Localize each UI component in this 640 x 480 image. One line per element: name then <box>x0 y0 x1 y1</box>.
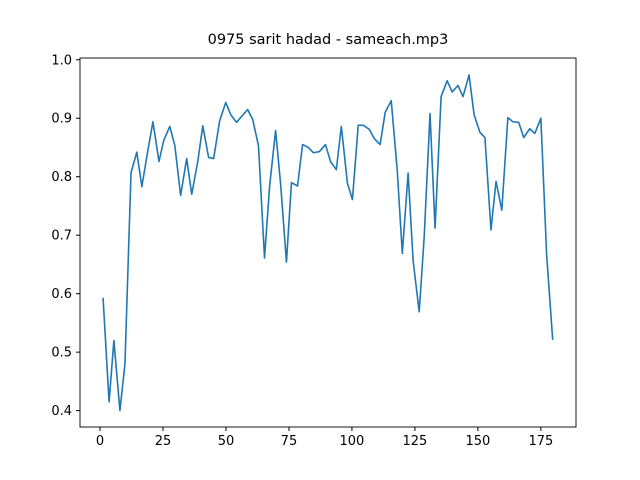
x-tick-label: 175 <box>528 434 553 449</box>
line <box>102 74 554 412</box>
x-tick-label: 50 <box>218 434 235 449</box>
y-tick-label: 0.5 <box>51 346 72 361</box>
x-tick-label: 75 <box>281 434 298 449</box>
x-tick-label: 100 <box>340 434 365 449</box>
y-tick-label: 0.4 <box>51 404 72 419</box>
y-tick-label: 1.0 <box>51 53 72 68</box>
y-tick-label: 0.6 <box>51 287 72 302</box>
x-tick-label: 25 <box>155 434 172 449</box>
chart-title: 0975 sarit hadad - sameach.mp3 <box>208 32 449 48</box>
x-tick-label: 125 <box>402 434 427 449</box>
y-tick-label: 0.8 <box>51 170 72 185</box>
y-tick-label: 0.9 <box>51 112 72 127</box>
x-tick-label: 0 <box>96 434 104 449</box>
axes-frame <box>79 57 577 428</box>
x-tick-label: 150 <box>465 434 490 449</box>
y-tick-label: 0.7 <box>51 229 72 244</box>
